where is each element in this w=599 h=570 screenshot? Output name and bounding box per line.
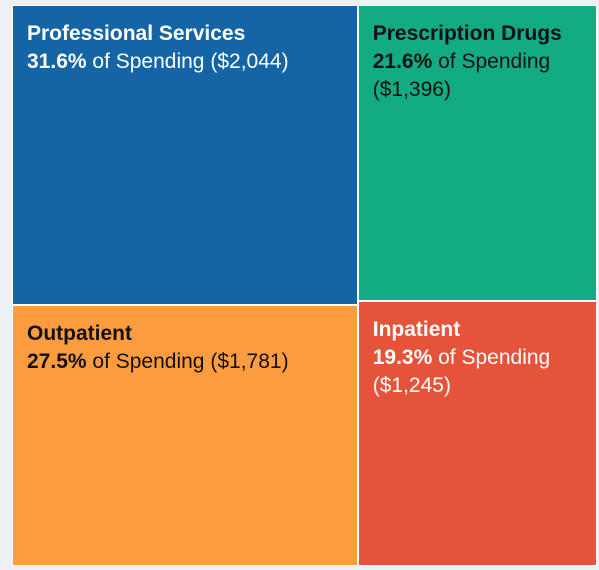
tile-value: 19.3% of Spending ($1,245): [373, 344, 582, 400]
tile: Professional Services 31.6% of Spending (…: [12, 5, 358, 305]
percent-label: 21.6%: [372, 50, 433, 73]
tile: Prescription Drugs 21.6% of Spending ($1,…: [357, 5, 597, 302]
tile-name: Outpatient: [27, 321, 132, 345]
tile-name: Inpatient: [372, 318, 461, 342]
percent-label: 19.3%: [372, 346, 433, 370]
amount-label: ($2,044): [210, 50, 289, 73]
percent-label: 27.5%: [27, 349, 87, 373]
suffix-label: of Spending: [438, 346, 551, 370]
suffix-label: of Spending: [438, 50, 551, 73]
amount-label: ($1,245): [372, 374, 451, 398]
tile-value: 27.5% of Spending ($1,781): [27, 348, 343, 376]
tile: Inpatient 19.3% of Spending ($1,245): [357, 301, 597, 566]
tile-name: Professional Services: [27, 22, 246, 45]
tile-value: 21.6% of Spending ($1,396): [373, 48, 582, 104]
percent-label: 31.6%: [27, 50, 87, 73]
tile: Outpatient 27.5% of Spending ($1,781): [12, 304, 358, 566]
suffix-label: of Spending: [92, 50, 205, 73]
amount-label: ($1,396): [372, 78, 451, 101]
tile-name: Prescription Drugs: [372, 22, 562, 45]
amount-label: ($1,781): [210, 349, 289, 373]
tile-value: 31.6% of Spending ($2,044): [27, 48, 343, 76]
suffix-label: of Spending: [92, 349, 205, 373]
